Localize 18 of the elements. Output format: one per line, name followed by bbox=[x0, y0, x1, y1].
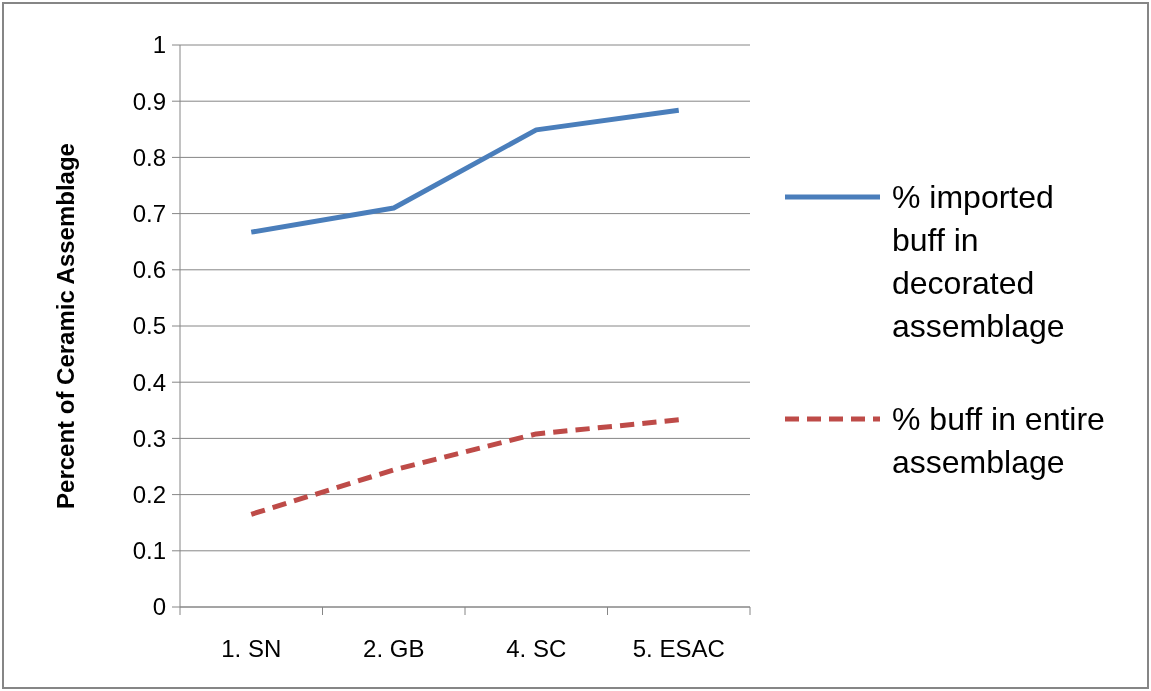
legend-label: % imported buff in decorated assemblage bbox=[892, 179, 1065, 345]
x-tick-label: 2. GB bbox=[363, 635, 425, 662]
y-tick-label: 0.8 bbox=[132, 143, 166, 171]
x-tick-label: 5. ESAC bbox=[632, 635, 725, 662]
y-tick-label: 0.1 bbox=[132, 537, 166, 565]
legend-label: % buff in entire assemblage bbox=[892, 401, 1105, 481]
y-tick-label: 0.6 bbox=[132, 256, 166, 284]
y-tick-label: 0 bbox=[152, 593, 166, 621]
y-axis-title: Percent of Ceramic Assemblage bbox=[52, 143, 79, 509]
y-tick-label: 0.9 bbox=[132, 87, 166, 115]
y-tick-label: 1 bbox=[152, 31, 166, 59]
y-tick-label: 0.3 bbox=[132, 424, 166, 452]
y-tick-label: 0.5 bbox=[132, 312, 166, 340]
x-tick-label: 1. SN bbox=[221, 635, 282, 662]
x-tick-label: 4. SC bbox=[506, 635, 567, 662]
y-tick-label: 0.2 bbox=[132, 481, 166, 508]
y-tick-label: 0.4 bbox=[132, 368, 166, 396]
y-tick-label: 0.7 bbox=[132, 200, 166, 227]
